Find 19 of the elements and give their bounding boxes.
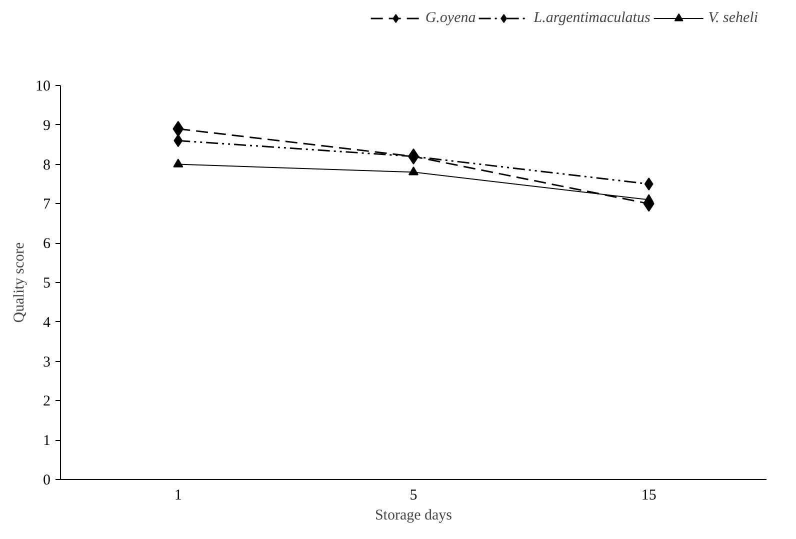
y-tick-label: 2 [43,394,50,410]
legend-label: L.argentimaculatus [534,10,650,26]
y-tick-label: 7 [43,196,51,213]
y-tick-label: 3 [43,354,50,370]
x-axis-title: Storage days [374,508,452,524]
x-tick-label: 1 [174,488,182,504]
legend-label: G.oyena [425,10,476,26]
y-tick-label: 0 [43,472,50,488]
x-tick-label: 5 [410,488,418,504]
x-tick-label: 15 [641,488,656,504]
y-tick-label: 9 [43,118,50,134]
y-tick-label: 10 [36,78,50,94]
y-tick-label: 6 [43,236,51,252]
y-axis-title: Quality score [12,242,28,323]
legend-label: V. seheli [708,10,758,26]
y-tick-label: 8 [43,157,50,174]
y-tick-label: 1 [43,433,50,450]
y-tick-label: 4 [43,314,51,331]
y-tick-label: 5 [43,276,50,292]
